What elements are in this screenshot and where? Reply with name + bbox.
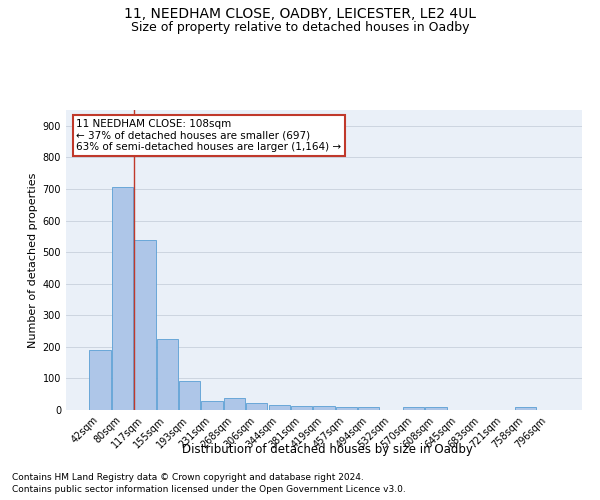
Bar bbox=[246, 403, 268, 410]
Bar bbox=[403, 407, 424, 410]
Bar bbox=[112, 187, 133, 410]
Bar bbox=[134, 240, 155, 410]
Text: Distribution of detached houses by size in Oadby: Distribution of detached houses by size … bbox=[182, 442, 472, 456]
Text: Size of property relative to detached houses in Oadby: Size of property relative to detached ho… bbox=[131, 21, 469, 34]
Bar bbox=[157, 340, 178, 410]
Y-axis label: Number of detached properties: Number of detached properties bbox=[28, 172, 38, 348]
Bar bbox=[291, 406, 312, 410]
Bar bbox=[269, 406, 290, 410]
Text: 11 NEEDHAM CLOSE: 108sqm
← 37% of detached houses are smaller (697)
63% of semi-: 11 NEEDHAM CLOSE: 108sqm ← 37% of detach… bbox=[76, 119, 341, 152]
Bar bbox=[224, 398, 245, 410]
Bar bbox=[179, 382, 200, 410]
Text: Contains HM Land Registry data © Crown copyright and database right 2024.: Contains HM Land Registry data © Crown c… bbox=[12, 472, 364, 482]
Text: 11, NEEDHAM CLOSE, OADBY, LEICESTER, LE2 4UL: 11, NEEDHAM CLOSE, OADBY, LEICESTER, LE2… bbox=[124, 8, 476, 22]
Bar bbox=[313, 406, 335, 410]
Bar bbox=[336, 406, 357, 410]
Bar bbox=[358, 407, 379, 410]
Bar bbox=[515, 407, 536, 410]
Text: Contains public sector information licensed under the Open Government Licence v3: Contains public sector information licen… bbox=[12, 485, 406, 494]
Bar bbox=[425, 408, 446, 410]
Bar bbox=[202, 402, 223, 410]
Bar bbox=[89, 350, 111, 410]
